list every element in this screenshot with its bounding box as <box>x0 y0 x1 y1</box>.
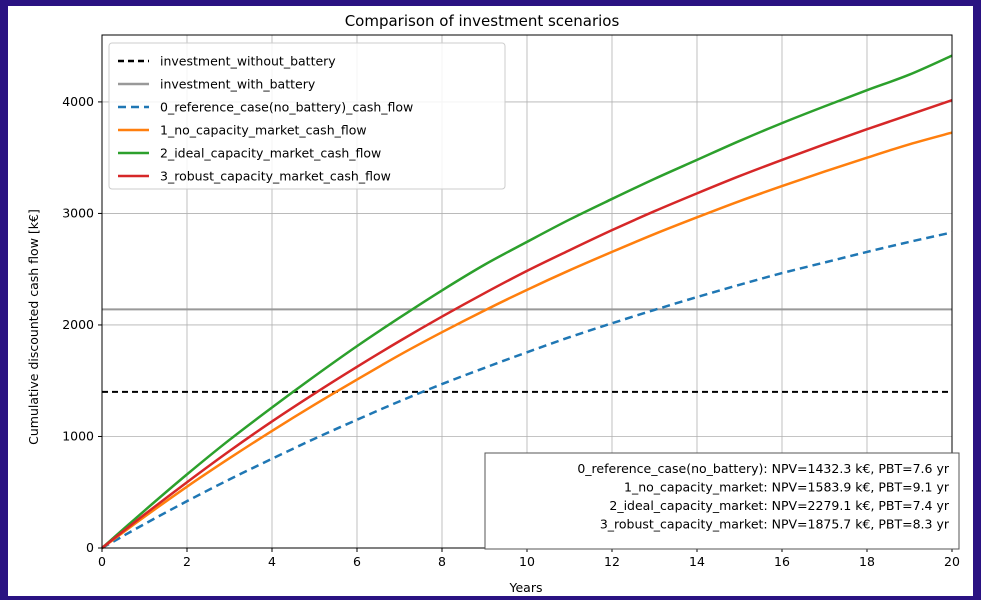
axis-ticks: 0 2 4 6 8 10 12 14 16 18 20 0 1000 2000 3000 4000 <box>62 94 960 569</box>
x-axis-label: Years <box>509 580 543 595</box>
x-tick-label: 20 <box>944 554 960 569</box>
legend-label: investment_with_battery <box>160 77 316 92</box>
y-tick-label: 1000 <box>62 428 94 443</box>
legend-label: 2_ideal_capacity_market_cash_flow <box>160 146 381 161</box>
x-tick-label: 4 <box>268 554 276 569</box>
x-tick-label: 8 <box>438 554 446 569</box>
x-tick-label: 16 <box>774 554 790 569</box>
x-tick-label: 18 <box>859 554 875 569</box>
annotation-line: 1_no_capacity_market: NPV=1583.9 k€, PBT… <box>624 480 950 495</box>
reference-lines <box>102 308 952 393</box>
legend-label: 3_robust_capacity_market_cash_flow <box>160 169 391 184</box>
legend-label: 0_reference_case(no_battery)_cash_flow <box>160 100 413 115</box>
chart-figure: Comparison of investment scenarios 0 2 4 6 8… <box>8 6 973 596</box>
legend-label: 1_no_capacity_market_cash_flow <box>160 123 367 138</box>
y-tick-label: 0 <box>86 540 94 555</box>
chart-title: Comparison of investment scenarios <box>345 12 620 30</box>
legend: investment_without_battery investment_wit… <box>108 42 506 190</box>
series-line-1 <box>101 131 953 550</box>
annotation-box <box>484 452 960 550</box>
series-line-3 <box>101 99 953 549</box>
line-chart: Comparison of investment scenarios 0 2 4 6 8… <box>26 12 960 595</box>
annotation-lines: 0_reference_case(no_battery): NPV=1432.3… <box>577 461 950 532</box>
y-tick-label: 3000 <box>62 205 94 220</box>
annotation-line: 2_ideal_capacity_market: NPV=2279.1 k€, … <box>609 498 949 513</box>
legend-box <box>108 42 506 190</box>
legend-items: investment_without_battery investment_wit… <box>118 54 413 184</box>
npv-annotation: 0_reference_case(no_battery): NPV=1432.3… <box>484 452 960 550</box>
y-axis-label: Cumulative discounted cash flow [k€] <box>26 209 41 445</box>
series-lines <box>101 54 953 550</box>
annotation-line: 0_reference_case(no_battery): NPV=1432.3… <box>577 461 949 476</box>
series-line-2 <box>101 54 953 549</box>
x-tick-label: 2 <box>183 554 191 569</box>
annotation-line: 3_robust_capacity_market: NPV=1875.7 k€,… <box>600 517 950 532</box>
x-tick-label: 0 <box>98 554 106 569</box>
x-tick-label: 6 <box>353 554 361 569</box>
legend-label: investment_without_battery <box>160 54 336 69</box>
x-tick-label: 14 <box>689 554 705 569</box>
y-tick-label: 4000 <box>62 94 94 109</box>
x-tick-label: 12 <box>604 554 620 569</box>
series-line-0 <box>101 231 953 550</box>
y-tick-label: 2000 <box>62 317 94 332</box>
x-tick-label: 10 <box>519 554 535 569</box>
